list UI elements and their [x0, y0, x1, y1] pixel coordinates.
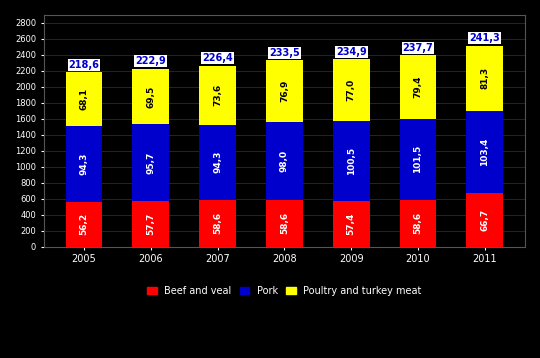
Bar: [333, 121, 369, 201]
Bar: [400, 200, 436, 247]
Bar: [132, 124, 169, 200]
Bar: [333, 59, 369, 121]
Text: 241,3: 241,3: [469, 33, 500, 43]
Bar: [199, 125, 236, 200]
Text: 58,6: 58,6: [213, 212, 222, 234]
Bar: [467, 193, 503, 247]
Bar: [66, 72, 103, 126]
Text: 234,9: 234,9: [336, 47, 367, 57]
Bar: [199, 66, 236, 125]
Text: 103,4: 103,4: [480, 138, 489, 166]
Bar: [266, 200, 303, 247]
Text: 101,5: 101,5: [414, 145, 422, 174]
Text: 57,4: 57,4: [347, 213, 356, 235]
Bar: [132, 200, 169, 247]
Bar: [467, 46, 503, 111]
Text: 218,6: 218,6: [69, 60, 99, 70]
Text: 79,4: 79,4: [414, 76, 422, 98]
Bar: [467, 111, 503, 193]
Text: 69,5: 69,5: [146, 85, 156, 107]
Text: 226,4: 226,4: [202, 53, 233, 63]
Text: 233,5: 233,5: [269, 48, 300, 58]
Text: 95,7: 95,7: [146, 151, 156, 174]
Bar: [400, 55, 436, 119]
Bar: [266, 60, 303, 122]
Text: 76,9: 76,9: [280, 80, 289, 102]
Text: 73,6: 73,6: [213, 84, 222, 106]
Bar: [66, 202, 103, 247]
Text: 58,6: 58,6: [280, 212, 289, 234]
Text: 94,3: 94,3: [79, 153, 89, 175]
Text: 77,0: 77,0: [347, 79, 356, 101]
Bar: [132, 69, 169, 124]
Legend: Beef and veal, Pork, Poultry and turkey meat: Beef and veal, Pork, Poultry and turkey …: [143, 282, 426, 300]
Text: 222,9: 222,9: [136, 56, 166, 66]
Text: 81,3: 81,3: [480, 67, 489, 90]
Text: 58,6: 58,6: [414, 212, 422, 234]
Text: 98,0: 98,0: [280, 150, 289, 172]
Bar: [400, 119, 436, 200]
Text: 237,7: 237,7: [403, 43, 433, 53]
Bar: [66, 126, 103, 202]
Text: 57,7: 57,7: [146, 213, 156, 235]
Bar: [333, 201, 369, 247]
Text: 66,7: 66,7: [480, 209, 489, 231]
Text: 94,3: 94,3: [213, 151, 222, 173]
Bar: [266, 122, 303, 200]
Text: 68,1: 68,1: [79, 88, 89, 110]
Text: 100,5: 100,5: [347, 147, 356, 175]
Bar: [199, 200, 236, 247]
Text: 56,2: 56,2: [79, 213, 89, 235]
